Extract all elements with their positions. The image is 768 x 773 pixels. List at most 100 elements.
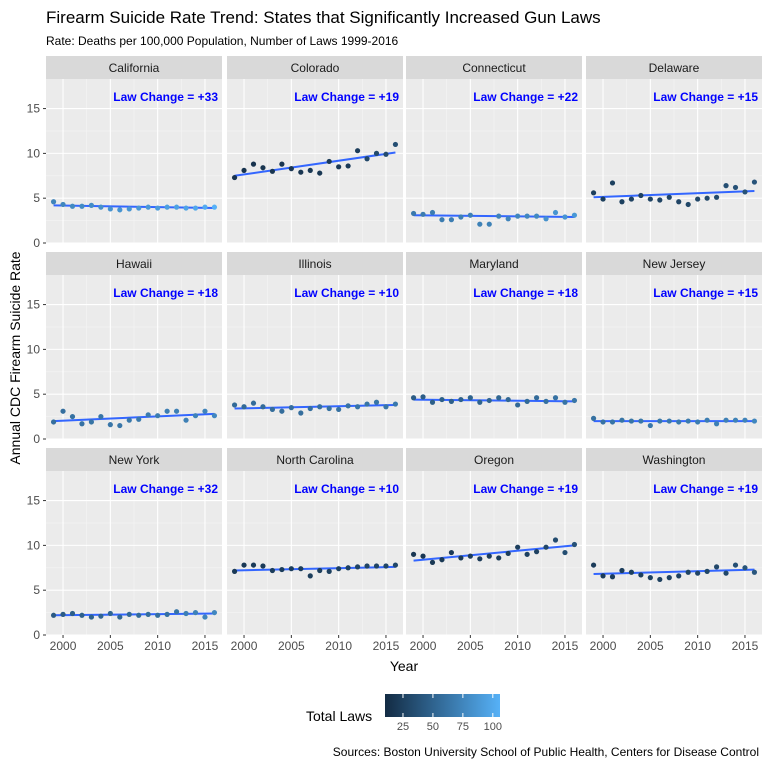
facet-strip	[46, 252, 222, 275]
data-point	[269, 567, 276, 574]
data-point	[619, 417, 625, 423]
x-tick-label: 2005	[637, 639, 664, 653]
data-point	[354, 404, 361, 410]
data-point	[600, 573, 606, 579]
facet-panel: New Jersey Law Change = +15	[586, 252, 762, 440]
data-point	[155, 413, 161, 419]
law-change-annotation: Law Change = +22	[473, 90, 578, 104]
data-point	[448, 549, 455, 556]
y-tick-label: 0	[33, 236, 40, 250]
legend-ticks: 25 50 75 100	[397, 694, 502, 733]
data-point	[704, 417, 710, 423]
law-change-annotation: Law Change = +18	[113, 286, 218, 300]
data-point	[145, 204, 151, 210]
facet-panel: Hawaii 0 5 10 15 Law Change = +18	[27, 252, 222, 446]
data-point	[676, 199, 682, 205]
data-point	[298, 566, 304, 572]
data-point	[164, 204, 170, 210]
data-point	[354, 148, 361, 154]
data-point	[590, 415, 597, 421]
data-point	[505, 550, 511, 557]
law-change-annotation: Law Change = +19	[473, 482, 578, 496]
data-point	[269, 406, 276, 413]
x-tick-label: 2015	[732, 639, 759, 653]
data-point	[638, 418, 644, 424]
x-tick-label: 2005	[457, 639, 484, 653]
data-point	[354, 564, 361, 570]
data-point	[79, 203, 85, 209]
data-point	[260, 563, 266, 569]
data-point	[269, 168, 276, 174]
data-point	[638, 192, 644, 199]
data-point	[241, 562, 247, 568]
facet-strip	[586, 56, 762, 79]
data-point	[250, 161, 257, 167]
x-tick-label: 2000	[231, 639, 258, 653]
data-point	[164, 611, 170, 617]
data-point	[211, 204, 218, 210]
data-point	[628, 418, 635, 424]
data-point	[505, 396, 511, 403]
data-point	[657, 576, 663, 583]
data-point	[117, 422, 123, 429]
facet-panel: California 0 5 10 15 Law Change = +33	[27, 56, 222, 250]
data-point	[524, 398, 530, 404]
facet-strip	[227, 56, 403, 79]
data-point	[383, 563, 389, 569]
data-point	[619, 567, 625, 574]
data-point	[713, 194, 720, 200]
data-point	[317, 404, 323, 410]
data-point	[467, 212, 473, 218]
chart-title: Firearm Suicide Rate Trend: States that …	[46, 8, 601, 27]
data-point	[685, 201, 691, 208]
data-point	[571, 212, 578, 218]
facet-panel: North Carolina 2000 2005 2010 2015 Law Change…	[227, 448, 403, 653]
law-change-annotation: Law Change = +15	[653, 90, 758, 104]
legend-tick-label: 100	[484, 721, 502, 733]
data-point	[552, 395, 559, 401]
data-point	[69, 610, 76, 617]
data-point	[364, 563, 370, 569]
facet-strip	[46, 56, 222, 79]
data-point	[666, 194, 672, 200]
data-point	[695, 570, 701, 576]
data-point	[211, 609, 218, 616]
data-point	[420, 553, 426, 559]
data-point	[192, 413, 199, 419]
data-point	[260, 404, 266, 410]
data-point	[50, 419, 57, 425]
data-point	[50, 199, 57, 205]
data-point	[136, 205, 142, 211]
chart-subtitle: Rate: Deaths per 100,000 Population, Num…	[46, 34, 399, 48]
data-point	[524, 551, 530, 557]
y-tick-label: 10	[27, 538, 41, 552]
data-point	[126, 206, 132, 212]
facet-panel: Maryland Law Change = +18	[406, 252, 582, 440]
chart-caption: Sources: Boston University School of Pub…	[333, 745, 759, 759]
x-tick-label: 2010	[144, 639, 171, 653]
data-point	[202, 204, 208, 210]
data-point	[609, 574, 616, 580]
data-point	[155, 205, 161, 211]
x-tick-label: 2015	[373, 639, 400, 653]
data-point	[496, 213, 502, 219]
data-point	[183, 417, 189, 423]
data-point	[373, 150, 380, 156]
data-point	[695, 196, 701, 202]
data-point	[336, 164, 342, 170]
y-tick-label: 10	[27, 342, 41, 356]
data-point	[60, 611, 66, 617]
data-point	[173, 204, 180, 210]
data-point	[552, 537, 559, 543]
data-point	[192, 205, 199, 211]
data-point	[685, 569, 691, 575]
data-point	[704, 568, 710, 574]
data-point	[458, 396, 464, 403]
data-point	[183, 205, 189, 211]
facet-strip	[406, 252, 582, 275]
data-point	[107, 610, 113, 617]
data-point	[298, 410, 304, 416]
data-point	[496, 395, 502, 401]
data-point	[742, 417, 748, 423]
law-change-annotation: Law Change = +19	[653, 482, 758, 496]
